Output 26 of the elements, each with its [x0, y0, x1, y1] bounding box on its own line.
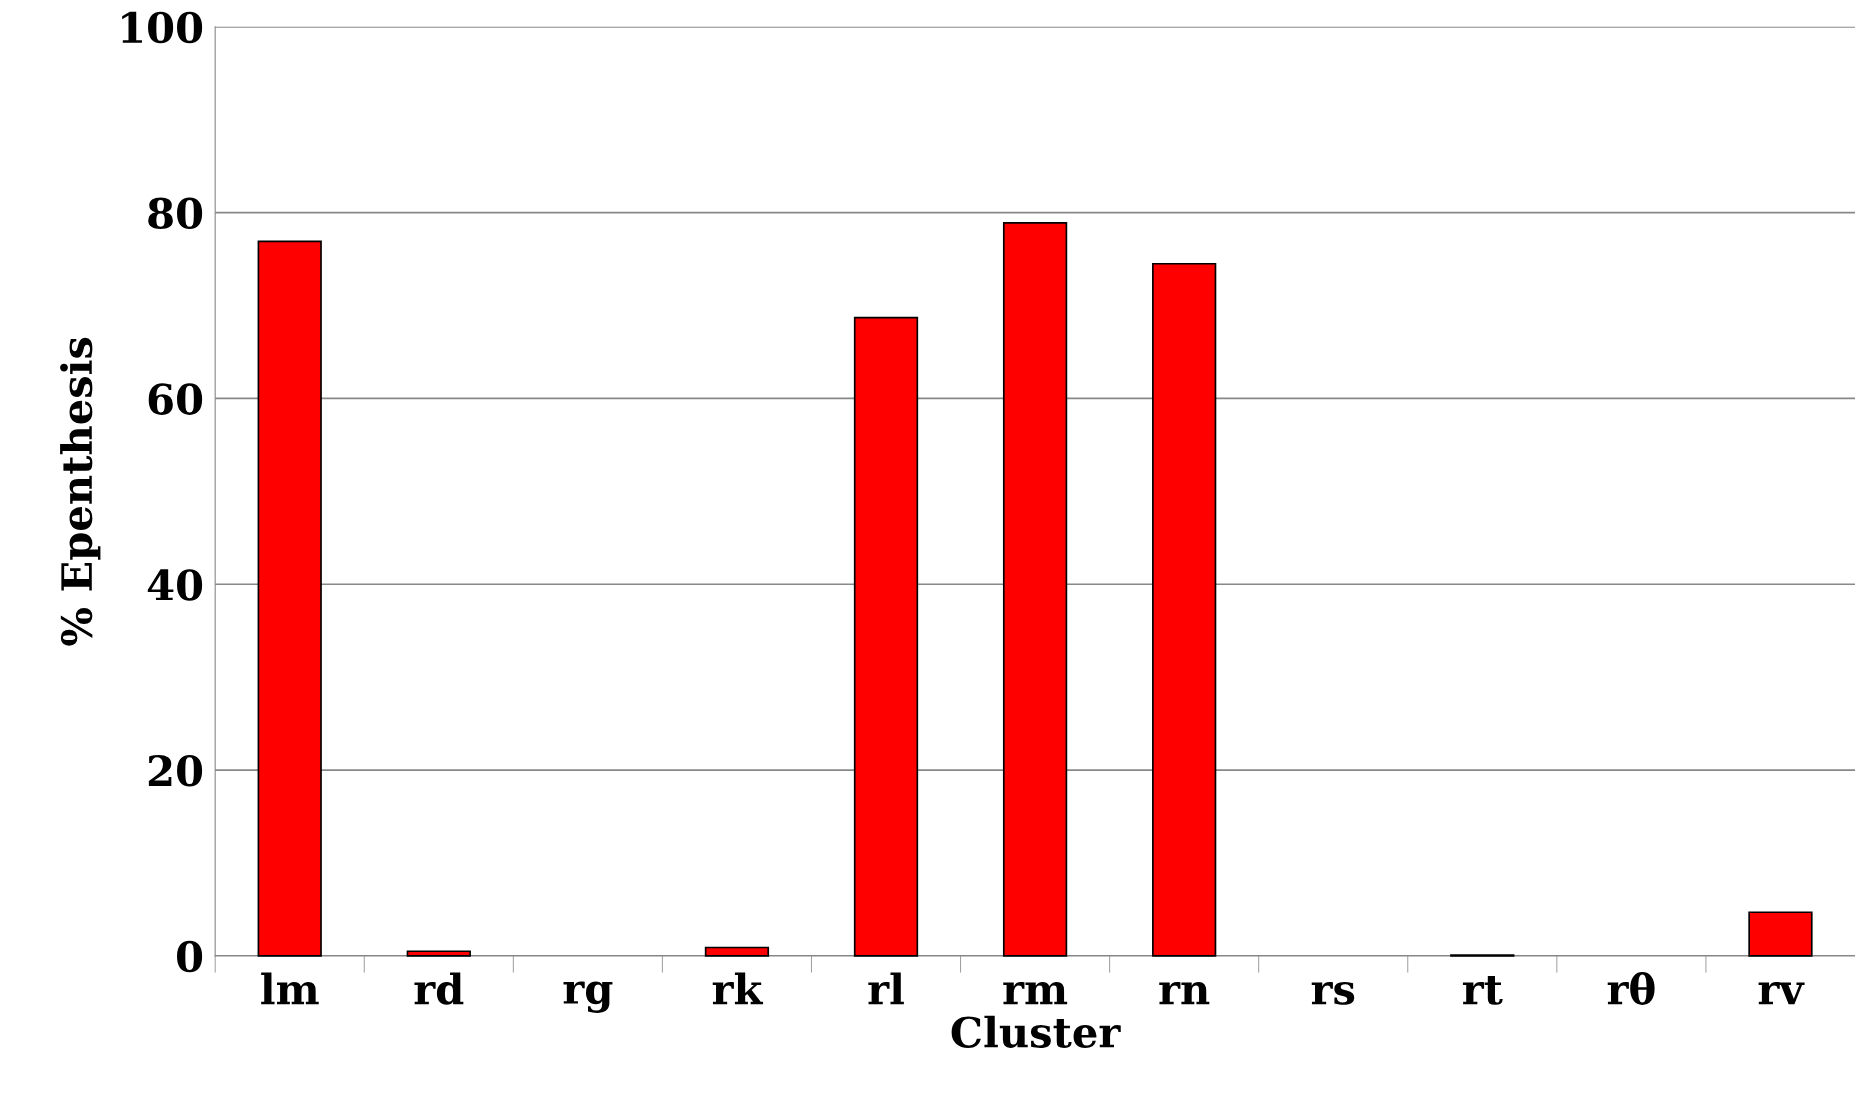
bar — [257, 240, 322, 957]
y-tick-label: 40 — [147, 569, 203, 601]
x-tick-label: rl — [868, 972, 904, 1005]
x-tick-label: rm — [1003, 982, 1068, 1005]
bar — [853, 316, 919, 957]
x-axis-title: Cluster — [951, 1015, 1121, 1048]
bar — [1152, 262, 1217, 957]
y-tick-label: 100 — [122, 11, 203, 44]
bar — [1748, 911, 1813, 957]
x-tick-label: rt — [1462, 975, 1503, 1005]
x-tick-label: lm — [261, 972, 319, 1005]
bar — [406, 950, 471, 957]
x-tick-label: rn — [1159, 982, 1210, 1005]
x-tick-label: rv — [1758, 982, 1805, 1005]
bar — [704, 946, 770, 957]
bar — [1002, 222, 1068, 957]
x-tick-label: rs — [1311, 982, 1355, 1005]
y-tick-label: 60 — [148, 383, 203, 415]
x-tick-label: rd — [414, 972, 464, 1005]
y-tick-label: 80 — [148, 197, 203, 230]
x-tick-label: rθ — [1607, 972, 1655, 1005]
y-tick-label: 0 — [177, 940, 203, 973]
x-tick-label: rg — [563, 981, 613, 1013]
y-axis-title: % Epenthesis — [60, 337, 101, 646]
y-tick-label: 20 — [148, 754, 203, 787]
x-tick-label: rk — [712, 972, 764, 1005]
